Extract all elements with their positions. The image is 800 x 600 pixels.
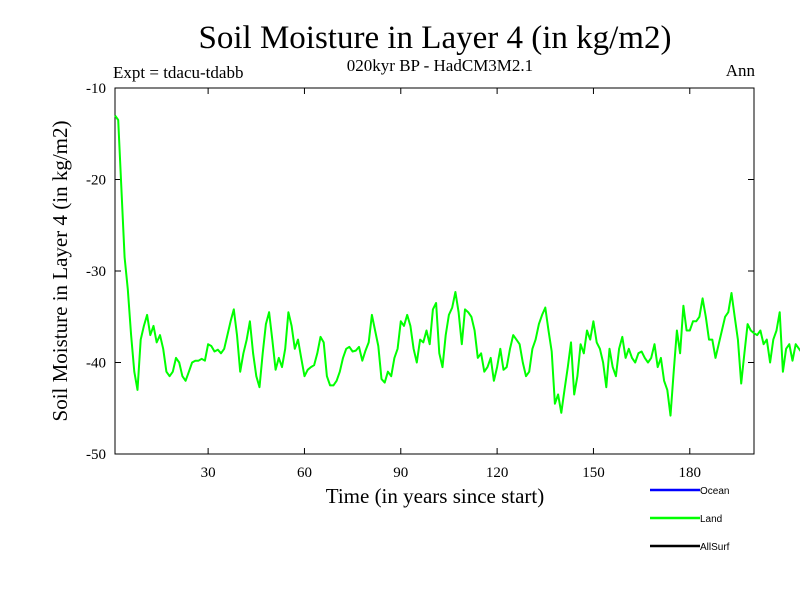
period-label: Ann: [726, 61, 756, 80]
legend: Ocean Land AllSurf: [650, 486, 730, 553]
y-tick-label: -30: [86, 264, 106, 280]
x-tick-label: 150: [582, 465, 605, 481]
y-tick-label: -10: [86, 81, 106, 97]
legend-label-land: Land: [700, 514, 722, 525]
x-tick-label: 180: [679, 465, 702, 481]
x-tick-label: 90: [393, 465, 408, 481]
axis-ticks: 30 60 90 120 150 180 -10 -20 -30 -40 -50: [86, 81, 754, 481]
y-axis-label: Soil Moisture in Layer 4 (in kg/m2): [48, 121, 72, 422]
x-axis-label: Time (in years since start): [326, 484, 545, 508]
chart-subtitle: 020kyr BP - HadCM3M2.1: [347, 56, 533, 75]
y-tick-label: -40: [86, 356, 106, 372]
experiment-label: Expt = tdacu-tdabb: [113, 63, 243, 82]
series-layer: [114, 114, 800, 417]
legend-label-allsurf: AllSurf: [700, 542, 730, 553]
legend-label-ocean: Ocean: [700, 486, 729, 497]
x-tick-label: 30: [201, 465, 216, 481]
series-line-land: [114, 114, 800, 417]
chart-title: Soil Moisture in Layer 4 (in kg/m2): [199, 20, 672, 56]
plot-frame: [114, 87, 755, 455]
y-tick-label: -50: [86, 447, 106, 463]
x-tick-label: 60: [297, 465, 312, 481]
x-tick-label: 120: [486, 465, 509, 481]
y-tick-label: -20: [86, 173, 106, 189]
